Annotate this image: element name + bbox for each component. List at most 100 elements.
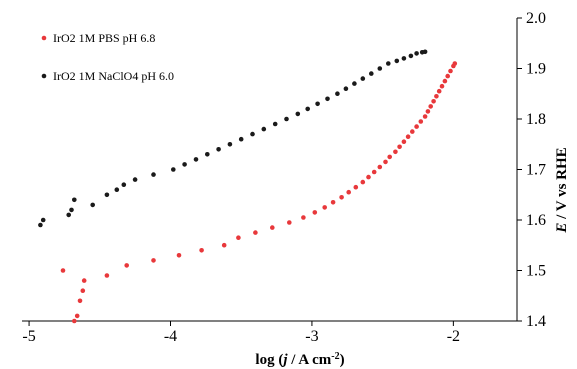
data-point: [387, 154, 393, 160]
data-point: [431, 99, 436, 104]
data-point: [445, 73, 451, 79]
data-point: [90, 202, 95, 208]
data-point: [151, 258, 156, 263]
data-point: [315, 101, 320, 107]
data-point: [434, 94, 439, 99]
data-point: [422, 49, 428, 55]
data-point: [72, 197, 77, 203]
legend-label: IrO2 1M NaClO4 pH 6.0: [53, 69, 174, 83]
x-tick-label: -4: [164, 328, 177, 345]
y-tick-label: 1.4: [526, 313, 546, 330]
data-point: [410, 129, 415, 134]
x-axis-title: log (j / A cm-2): [255, 351, 344, 369]
data-point: [182, 162, 187, 167]
data-point: [80, 288, 86, 294]
data-point: [176, 253, 182, 258]
data-point: [261, 126, 267, 132]
data-point: [371, 169, 377, 175]
data-point: [77, 298, 83, 304]
data-point: [322, 205, 328, 210]
data-point: [193, 157, 199, 162]
y-axis-title: E / V vs RHE: [554, 147, 570, 233]
data-point: [72, 318, 77, 324]
data-points: [38, 49, 458, 324]
x-tick-label: -5: [22, 328, 35, 345]
data-point: [295, 111, 301, 117]
data-point: [346, 189, 352, 195]
data-point: [353, 184, 359, 190]
data-point: [442, 78, 448, 84]
legend: IrO2 1M PBS pH 6.8 IrO2 1M NaClO4 pH 6.0: [41, 31, 174, 83]
data-point: [448, 68, 453, 74]
data-point: [74, 313, 80, 319]
data-point: [377, 164, 383, 170]
y-tick-label: 1.6: [526, 212, 546, 229]
data-point: [383, 159, 388, 165]
data-point: [38, 222, 43, 228]
data-point: [401, 56, 407, 61]
data-point: [221, 242, 227, 248]
data-point: [436, 88, 442, 94]
data-point: [343, 86, 349, 91]
data-point: [394, 58, 400, 64]
y-tick-label: 1.9: [526, 61, 546, 78]
data-point: [439, 83, 445, 89]
data-point: [66, 212, 71, 218]
data-point: [418, 119, 424, 124]
data-point: [69, 207, 74, 213]
x-tick-label: -2: [447, 328, 460, 345]
axes: [22, 18, 518, 322]
data-point: [360, 76, 366, 81]
data-point: [253, 230, 258, 235]
data-point: [452, 61, 458, 66]
data-point: [171, 167, 176, 172]
data-point: [114, 187, 120, 192]
data-point: [104, 192, 110, 198]
data-point: [414, 51, 419, 56]
legend-label: IrO2 1M PBS pH 6.8: [53, 31, 155, 45]
data-point: [414, 124, 419, 129]
data-point: [236, 235, 241, 240]
data-point: [60, 268, 66, 273]
data-point: [360, 179, 366, 185]
series-1: [60, 61, 458, 324]
data-point: [428, 104, 434, 109]
data-point: [287, 220, 292, 225]
data-point: [270, 225, 275, 230]
data-point: [408, 53, 414, 59]
y-tick-label: 2.0: [526, 10, 546, 27]
data-point: [124, 263, 129, 268]
y-tick-label: 1.7: [526, 162, 546, 179]
data-point: [393, 149, 398, 155]
y-tick-label: 1.8: [526, 111, 546, 128]
series-2: [38, 49, 428, 228]
data-point: [250, 131, 255, 137]
data-point: [227, 142, 233, 147]
data-point: [401, 139, 407, 144]
data-point: [301, 215, 306, 220]
legend-marker: [41, 73, 47, 79]
data-point: [397, 144, 402, 150]
x-tick-label: -3: [305, 328, 318, 345]
data-point: [284, 116, 289, 122]
data-point: [81, 278, 87, 283]
data-point: [386, 61, 391, 66]
data-point: [199, 248, 204, 253]
data-point: [377, 66, 383, 71]
data-point: [335, 91, 340, 96]
data-point: [121, 182, 127, 187]
data-point: [330, 200, 336, 205]
data-point: [40, 217, 46, 223]
data-point: [352, 81, 357, 86]
data-point: [205, 152, 210, 157]
data-point: [238, 136, 244, 142]
data-point: [422, 114, 428, 119]
data-point: [366, 174, 371, 180]
x-axis-ticks: -5 -4 -3 -2: [22, 321, 460, 345]
data-point: [305, 106, 311, 112]
y-axis-ticks: 1.4 1.5 1.6 1.7 1.8 1.9 2.0: [517, 10, 546, 330]
data-point: [216, 147, 221, 152]
data-point: [272, 121, 278, 127]
data-point: [425, 109, 431, 114]
data-point: [151, 172, 156, 177]
